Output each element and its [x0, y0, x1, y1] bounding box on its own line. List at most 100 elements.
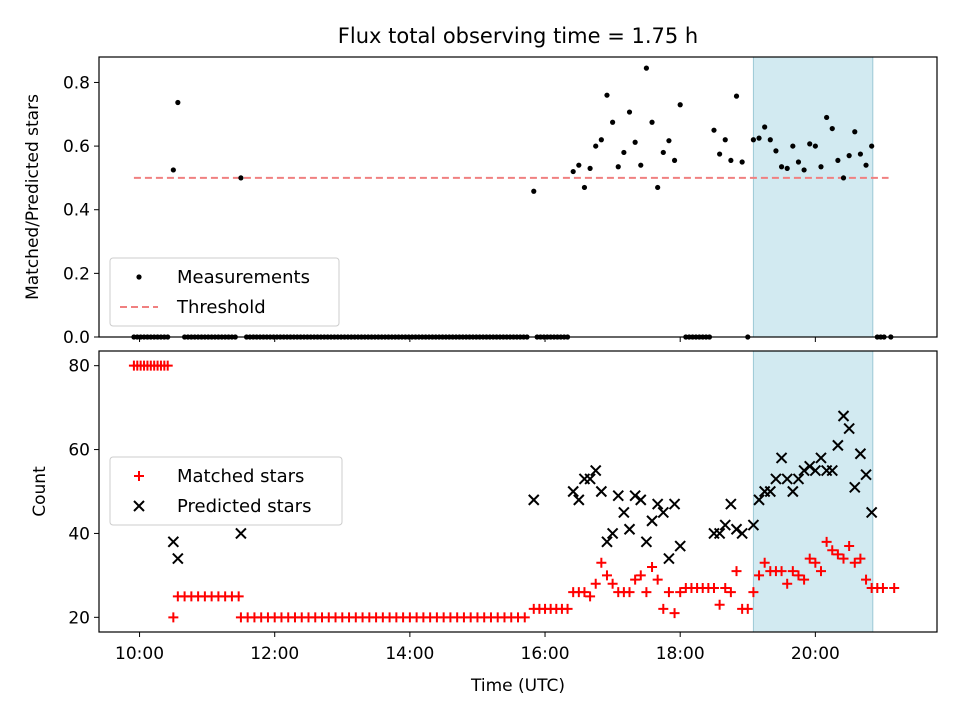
matched-stars-point	[849, 557, 860, 568]
predicted-stars-point	[167, 536, 180, 548]
measurements-point	[677, 102, 683, 108]
matched-stars-point	[641, 587, 652, 598]
measurements-point	[581, 184, 588, 191]
matched-stars-point	[590, 578, 601, 589]
matched-stars-point	[519, 612, 530, 623]
matched-stars-point	[714, 599, 725, 610]
legend-label-predicted-stars: Predicted stars	[177, 496, 311, 517]
predicted-stars-point	[860, 469, 872, 481]
predicted-stars-point	[528, 494, 540, 506]
measurements-point	[610, 119, 616, 125]
matched-stars-point	[827, 545, 838, 556]
matched-stars-point	[658, 603, 669, 614]
bottom-legend: Matched stars Predicted stars	[109, 456, 343, 526]
predicted-stars-point	[623, 523, 636, 535]
top-axes-frame	[98, 56, 938, 338]
matched-stars-point	[838, 553, 849, 564]
predicted-stars-point	[713, 527, 726, 540]
measurements-point	[711, 127, 717, 133]
predicted-stars-point	[601, 536, 613, 548]
matched-stars-point	[601, 570, 612, 581]
measurements-point	[756, 135, 762, 141]
predicted-stars-point	[826, 464, 838, 477]
matched-stars-point	[793, 570, 804, 581]
bottom-y-axis-label: Count	[30, 466, 50, 517]
bottom-x-ticks: 10:00 12:00 14:00 16:00 18:00 20:00	[115, 632, 840, 664]
predicted-stars-point	[753, 494, 765, 506]
matched-stars-point	[162, 360, 173, 371]
measurements-point	[795, 159, 802, 165]
chart-title: Flux total observing time = 1.75 h	[338, 24, 698, 48]
matched-stars-point	[844, 541, 855, 552]
measurements-point	[762, 124, 768, 130]
top-y-tick-label: 0.6	[63, 137, 90, 157]
predicted-stars-point	[843, 422, 855, 435]
matched-stars-point	[742, 603, 753, 614]
matched-stars-point	[675, 587, 686, 598]
matched-stars-point	[635, 570, 646, 581]
matched-stars-point	[233, 591, 244, 602]
measurements-point	[807, 141, 813, 147]
measurements-point	[722, 137, 728, 143]
bottom-y-tick-label: 80	[68, 357, 90, 377]
matched-stars-point	[663, 587, 674, 598]
matched-stars-point	[708, 582, 719, 593]
predicted-stars-point	[809, 464, 822, 477]
predicted-stars-point	[235, 527, 247, 540]
legend-marker-measurements	[136, 274, 142, 280]
matched-stars-point	[168, 612, 179, 623]
bottom-y-tick-label: 60	[68, 441, 90, 461]
predicted-stars-point	[573, 494, 585, 506]
matched-stars-point	[810, 557, 821, 568]
predicted-stars-point	[775, 452, 788, 464]
predicted-stars-point	[663, 552, 675, 565]
measurements-point	[801, 167, 807, 173]
legend-marker-predicted-stars	[133, 500, 145, 512]
predicted-stars-point	[770, 473, 782, 485]
x-tick-label: 10:00	[115, 644, 164, 664]
predicted-stars-point	[787, 485, 799, 498]
matched-stars-point	[596, 557, 607, 568]
predicted-stars-point	[725, 498, 737, 510]
matched-stars-point	[821, 536, 832, 547]
measurements-point	[829, 125, 835, 132]
predicted-stars-point	[584, 473, 596, 485]
matched-stars-point	[731, 566, 742, 577]
legend-marker-matched-stars	[134, 471, 144, 481]
measurements-point	[604, 92, 610, 98]
matched-stars-point	[759, 557, 770, 568]
top-highlight-span	[752, 56, 874, 338]
measurements-point	[655, 184, 661, 191]
measurements-point	[750, 137, 757, 143]
predicted-stars-point	[804, 460, 816, 473]
measurements-point	[778, 164, 785, 170]
predicted-stars-point	[730, 523, 743, 535]
predicted-stars-point	[837, 410, 850, 422]
measurements-point	[733, 93, 740, 99]
top-legend-box	[109, 257, 340, 327]
matched-stars-point	[889, 582, 900, 593]
matched-stars-point	[607, 578, 618, 589]
measurements-point	[835, 157, 841, 164]
predicted-stars-point	[764, 485, 777, 498]
predicted-stars-point	[657, 506, 670, 519]
predicted-stars-point	[736, 527, 748, 540]
predicted-stars-point	[792, 473, 805, 485]
top-legend: Measurements Threshold	[109, 257, 340, 327]
measurements-point	[531, 188, 537, 194]
measurements-point	[621, 149, 627, 156]
predicted-stars-point	[618, 506, 630, 519]
measurements-point	[671, 157, 678, 164]
measurements-point	[739, 159, 745, 165]
legend-label-threshold: Threshold	[176, 297, 266, 318]
bottom-y-tick-label: 20	[68, 608, 90, 628]
legend-label-matched-stars: Matched stars	[177, 466, 304, 487]
predicted-stars-point	[674, 540, 686, 552]
top-y-axis-label: Matched/Predicted stars	[23, 94, 43, 300]
matched-stars-point	[720, 582, 731, 593]
x-tick-label: 20:00	[791, 644, 840, 664]
measurements-point	[840, 175, 847, 181]
matched-stars-point	[855, 553, 866, 564]
predicted-stars-point	[595, 485, 608, 498]
